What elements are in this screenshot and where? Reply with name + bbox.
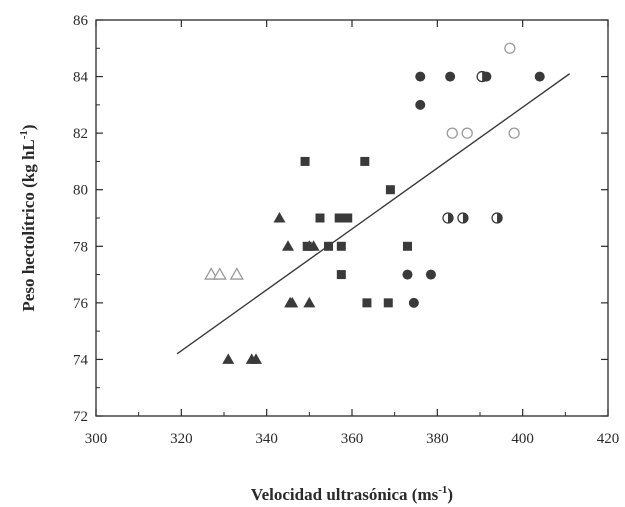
x-tick-label: 400 [511, 431, 534, 447]
point-filled-square [336, 241, 346, 251]
point-filled-square [300, 156, 310, 166]
trendline-group [176, 73, 571, 355]
point-open-circle [508, 127, 520, 139]
point-filled-triangle [222, 353, 235, 364]
point-filled-circle [534, 71, 545, 82]
point-filled-circle [445, 71, 456, 82]
point-filled-circle [415, 71, 426, 82]
y-tick-label: 76 [73, 296, 89, 312]
point-filled-square [383, 298, 393, 308]
y-tick-label: 86 [73, 13, 89, 29]
point-open-triangle [204, 267, 219, 280]
trendline [176, 73, 571, 355]
point-filled-square [343, 213, 353, 223]
x-tick-label: 340 [255, 431, 278, 447]
point-filled-triangle [303, 296, 316, 308]
point-filled-square [385, 185, 395, 195]
point-half-circle [476, 70, 488, 83]
point-filled-square [336, 270, 346, 280]
point-filled-circle [402, 269, 413, 280]
point-filled-square [302, 241, 312, 251]
point-half-circle [457, 212, 469, 224]
y-tick-label: 78 [73, 239, 88, 255]
point-filled-square [402, 241, 412, 251]
x-tick-label: 380 [426, 431, 449, 447]
x-tick-label: 300 [85, 431, 108, 447]
point-filled-circle [408, 297, 419, 308]
x-axis-title: Velocidad ultrasónica (ms-1) [251, 484, 453, 504]
y-tick-label: 80 [73, 183, 88, 199]
point-filled-triangle [273, 212, 286, 223]
y-tick-label: 82 [73, 126, 88, 142]
point-filled-triangle [282, 240, 294, 251]
x-tick-label: 320 [170, 431, 193, 447]
y-tick-label: 72 [73, 409, 88, 425]
point-half-circle [442, 212, 454, 224]
y-tick-label: 84 [73, 70, 89, 86]
point-filled-square [362, 298, 372, 308]
point-open-triangle [229, 267, 244, 280]
point-filled-circle [425, 269, 436, 280]
point-open-circle [461, 127, 473, 139]
point-filled-square [360, 156, 370, 166]
point-open-circle [504, 42, 516, 54]
point-open-triangle [212, 267, 227, 280]
point-filled-triangle [286, 296, 299, 308]
data-points [204, 42, 545, 364]
point-filled-square [315, 213, 325, 223]
point-filled-triangle [250, 353, 262, 364]
axis-ticks: 300 320 340 360 380 400 420 72 74 76 78 80 82 84 86 [73, 13, 619, 447]
point-open-circle [446, 127, 458, 139]
point-half-circle [491, 212, 503, 224]
x-tick-label: 420 [597, 431, 620, 447]
y-tick-label: 74 [73, 352, 89, 368]
point-filled-circle [415, 99, 426, 110]
x-tick-label: 360 [341, 431, 364, 447]
y-axis-title: Peso hectolítrico (kg hL-1) [18, 124, 38, 311]
point-filled-square [324, 241, 334, 251]
